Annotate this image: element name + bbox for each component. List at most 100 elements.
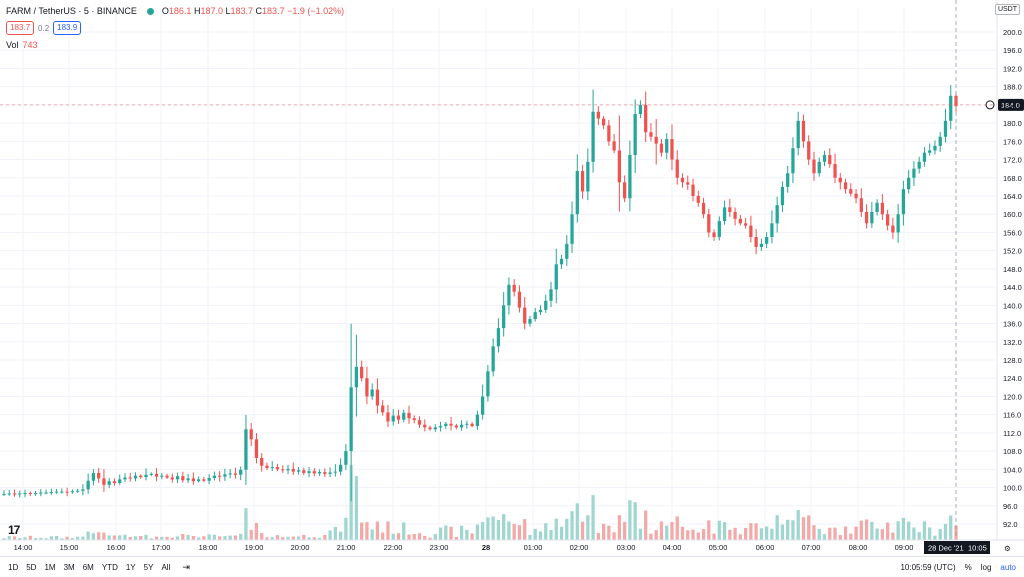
candle[interactable] [686, 175, 690, 190]
candle[interactable] [896, 203, 900, 243]
candle[interactable] [354, 334, 359, 417]
tradingview-logo-icon[interactable]: 17 [8, 523, 20, 537]
candle[interactable] [738, 215, 742, 226]
candle[interactable] [480, 384, 485, 420]
candle[interactable] [512, 279, 516, 297]
candle[interactable] [843, 178, 848, 194]
candle[interactable] [775, 196, 779, 233]
range-3m[interactable]: 3M [63, 562, 75, 572]
candle[interactable] [70, 489, 75, 494]
candle[interactable] [649, 123, 653, 142]
candle[interactable] [470, 422, 474, 428]
range-1y[interactable]: 1Y [125, 562, 136, 572]
candle[interactable] [317, 469, 322, 476]
candle[interactable] [817, 157, 821, 177]
candle[interactable] [60, 488, 64, 494]
candle[interactable] [49, 488, 53, 495]
candle[interactable] [433, 424, 437, 432]
utc-clock[interactable]: 10:05:59 (UTC) [900, 562, 956, 572]
candle[interactable] [244, 414, 248, 485]
candle[interactable] [175, 472, 180, 484]
candle[interactable] [438, 421, 443, 432]
candle[interactable] [496, 318, 501, 353]
candle[interactable] [759, 238, 764, 251]
auto-scale-toggle[interactable]: auto [1000, 562, 1016, 572]
candle[interactable] [507, 277, 511, 315]
candle[interactable] [828, 148, 832, 168]
candle[interactable] [907, 169, 911, 194]
candle[interactable] [601, 116, 606, 130]
candle[interactable] [149, 472, 153, 477]
candle[interactable] [712, 229, 716, 241]
candle[interactable] [675, 150, 679, 185]
candle[interactable] [154, 468, 159, 482]
candle[interactable] [265, 462, 269, 471]
candle[interactable] [312, 468, 316, 477]
candle[interactable] [91, 469, 96, 486]
candle[interactable] [638, 100, 643, 119]
candle[interactable] [291, 462, 295, 476]
candle[interactable] [680, 173, 685, 188]
candle[interactable] [617, 115, 622, 212]
candle[interactable] [2, 490, 6, 496]
candle[interactable] [123, 473, 127, 482]
candle[interactable] [23, 489, 27, 498]
candle[interactable] [780, 181, 785, 213]
candle[interactable] [833, 153, 837, 183]
candle[interactable] [486, 364, 490, 402]
candle[interactable] [218, 471, 222, 482]
candle[interactable] [612, 134, 616, 154]
candle[interactable] [286, 464, 290, 475]
range-1d[interactable]: 1D [8, 562, 19, 572]
candle[interactable] [97, 467, 101, 483]
candle[interactable] [349, 323, 353, 502]
candle[interactable] [549, 281, 553, 308]
candle[interactable] [202, 477, 206, 483]
candle[interactable] [344, 444, 348, 470]
candle[interactable] [523, 296, 527, 330]
candle[interactable] [338, 458, 343, 476]
candle[interactable] [517, 285, 522, 313]
candle[interactable] [580, 164, 585, 199]
candle[interactable] [575, 154, 579, 223]
sell-price-button[interactable]: 183.7 [6, 21, 35, 35]
candle[interactable] [459, 420, 464, 431]
candle[interactable] [859, 188, 863, 217]
percent-toggle[interactable]: % [964, 562, 972, 572]
candle[interactable] [765, 232, 769, 249]
currency-label[interactable]: USDT [994, 4, 1020, 15]
range-ytd[interactable]: YTD [101, 562, 118, 572]
candle[interactable] [207, 474, 211, 485]
candle[interactable] [296, 467, 301, 475]
candle[interactable] [328, 467, 332, 478]
candle[interactable] [943, 108, 948, 143]
candle[interactable] [323, 468, 327, 477]
candle[interactable] [665, 133, 669, 160]
candle[interactable] [928, 143, 932, 156]
candle[interactable] [628, 140, 632, 212]
crosshair-plus-icon[interactable] [985, 100, 995, 110]
candle[interactable] [44, 489, 48, 495]
axis-settings-gear-icon[interactable]: ⚙ [1004, 544, 1011, 553]
candle[interactable] [864, 204, 869, 229]
candle[interactable] [733, 207, 737, 226]
candle[interactable] [444, 422, 448, 429]
candle[interactable] [559, 254, 564, 269]
candle[interactable] [212, 471, 217, 481]
candle[interactable] [165, 473, 169, 479]
range-5d[interactable]: 5D [26, 562, 37, 572]
candle[interactable] [307, 467, 311, 478]
candle[interactable] [86, 473, 90, 494]
candle[interactable] [633, 99, 637, 173]
candle[interactable] [12, 489, 17, 497]
candle[interactable] [107, 478, 111, 489]
candle[interactable] [717, 216, 721, 241]
candle[interactable] [65, 487, 69, 497]
candle[interactable] [428, 425, 432, 431]
candle[interactable] [538, 305, 543, 315]
candle[interactable] [407, 405, 411, 424]
date-range-icon[interactable]: ⇥ [182, 561, 190, 572]
candle[interactable] [228, 468, 232, 479]
candle[interactable] [160, 473, 164, 480]
candle[interactable] [302, 467, 306, 475]
